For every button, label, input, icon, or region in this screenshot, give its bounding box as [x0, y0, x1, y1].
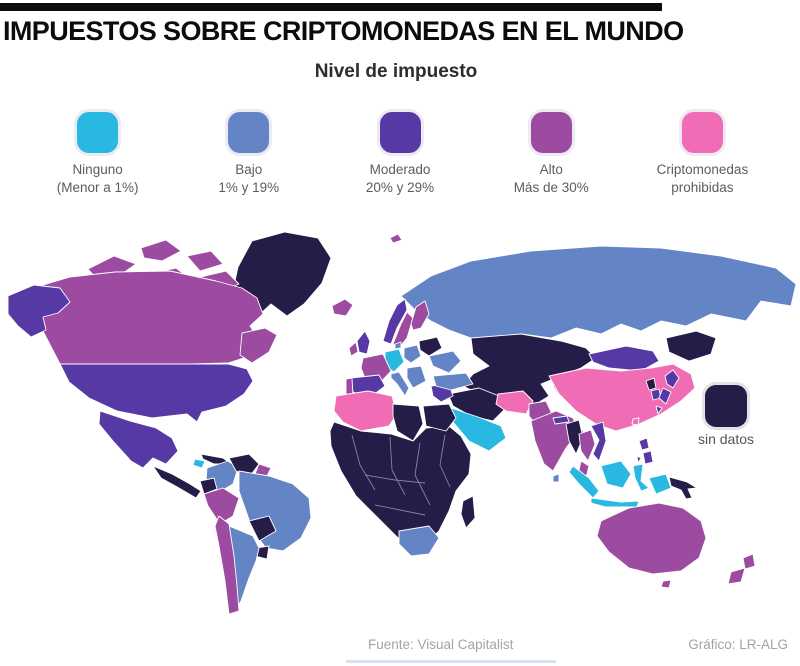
region-north-korea	[645, 377, 657, 391]
world-choropleth-map	[0, 225, 800, 625]
region-iceland	[331, 298, 354, 317]
region-japan	[664, 369, 680, 389]
region-papua-new-guinea	[668, 476, 698, 500]
region-costa-rica	[192, 458, 206, 469]
legend-item-moderado: Moderado 20% y 29%	[324, 112, 475, 197]
region-libya	[392, 403, 424, 442]
region-svalbard	[389, 233, 403, 244]
region-russia-fareast	[665, 330, 717, 362]
legend-swatch-sin-datos	[705, 385, 747, 427]
region-philippines-islands	[636, 437, 654, 465]
legend-label-sin-datos: sin datos	[697, 431, 755, 447]
region-china	[548, 363, 696, 432]
region-philippines	[636, 455, 642, 464]
region-japan	[655, 405, 663, 415]
region-nepal	[552, 415, 570, 425]
region-finland	[410, 300, 430, 331]
legend-item-ninguno: Ninguno (Menor a 1%)	[22, 112, 173, 197]
region-vietnam	[590, 421, 607, 462]
region-africa	[329, 421, 472, 549]
region-canada-island	[140, 239, 182, 262]
region-philippines	[638, 437, 650, 451]
region-myanmar	[565, 419, 584, 455]
graphic-credit: Gráfico: LR-ALG	[688, 637, 788, 652]
region-madagascar	[460, 495, 476, 529]
region-saudi-arabia	[450, 407, 507, 452]
legend-item-sin-datos: sin datos	[694, 385, 758, 447]
region-canada-island	[186, 250, 224, 272]
region-australia	[596, 502, 707, 575]
region-venezuela	[228, 453, 260, 477]
region-peru	[203, 487, 240, 525]
region-italy	[390, 371, 410, 397]
legend-swatch-alto	[530, 112, 572, 153]
page-title: IMPUESTOS SOBRE CRIPTOMONEDAS EN EL MUND…	[3, 16, 684, 46]
region-south-africa	[398, 525, 440, 557]
region-chile	[214, 515, 240, 615]
region-alaska	[7, 284, 71, 338]
footer-accent-line	[346, 660, 556, 663]
region-bolivia	[248, 515, 277, 542]
region-mongolia	[588, 345, 660, 372]
legend-swatch-bajo	[228, 112, 270, 153]
region-canada	[29, 270, 264, 365]
region-balkans	[406, 365, 427, 389]
region-thailand	[578, 429, 596, 462]
region-japan	[658, 387, 672, 405]
region-denmark	[394, 341, 402, 350]
region-iraq-syria	[447, 387, 507, 422]
region-central-america	[152, 465, 202, 499]
africa-internal-borders	[351, 434, 451, 516]
region-egypt	[422, 403, 457, 432]
region-japan-islands	[655, 369, 680, 415]
legend-swatch-prohibidas	[681, 112, 723, 153]
region-north-africa	[333, 390, 398, 432]
world-map-svg	[7, 231, 797, 615]
region-ireland	[348, 341, 359, 357]
region-taiwan	[631, 417, 640, 426]
legend-label-alto: Alto Más de 30%	[513, 162, 589, 195]
region-new-zealand-islands	[727, 553, 756, 585]
region-new-zealand-south	[727, 567, 746, 585]
region-tasmania	[660, 579, 672, 589]
header-rule-bar	[0, 3, 662, 11]
legend-label-bajo: Bajo 1% y 19%	[218, 162, 280, 195]
region-central-asia	[462, 333, 597, 407]
region-usa	[59, 363, 254, 423]
region-norway	[382, 298, 408, 345]
legend-swatch-moderado	[379, 112, 421, 153]
source-credit: Fuente: Visual Capitalist	[368, 637, 514, 652]
region-indonesia-sulawesi	[632, 463, 650, 492]
region-canada-labrador	[239, 327, 278, 364]
legend-item-prohibidas: Criptomonedas prohibidas	[627, 112, 778, 197]
legend-label-moderado: Moderado 20% y 29%	[365, 162, 435, 195]
region-new-zealand-north	[742, 553, 756, 570]
region-iran	[495, 390, 534, 415]
region-ukraine	[428, 350, 462, 374]
region-mexico	[98, 410, 179, 469]
region-indonesia-borneo	[600, 460, 632, 489]
region-poland	[403, 344, 422, 364]
legend-swatch-ninguno	[77, 112, 119, 153]
region-uk	[356, 330, 371, 355]
region-sri-lanka	[552, 473, 560, 483]
legend-label-ninguno: Ninguno (Menor a 1%)	[56, 162, 139, 195]
region-russia	[400, 245, 797, 345]
tax-level-legend: Ninguno (Menor a 1%) Bajo 1% y 19% Moder…	[22, 112, 778, 197]
region-indonesia-west-new-guinea	[648, 473, 672, 495]
region-philippines	[642, 450, 654, 465]
region-indonesia-java	[590, 497, 640, 508]
legend-item-bajo: Bajo 1% y 19%	[173, 112, 324, 197]
region-turkey	[432, 372, 474, 391]
legend-label-prohibidas: Criptomonedas prohibidas	[656, 162, 749, 195]
legend-title: Nivel de impuesto	[314, 61, 478, 82]
legend-item-alto: Alto Más de 30%	[476, 112, 627, 197]
region-belarus	[418, 336, 443, 357]
region-ecuador	[199, 477, 218, 495]
